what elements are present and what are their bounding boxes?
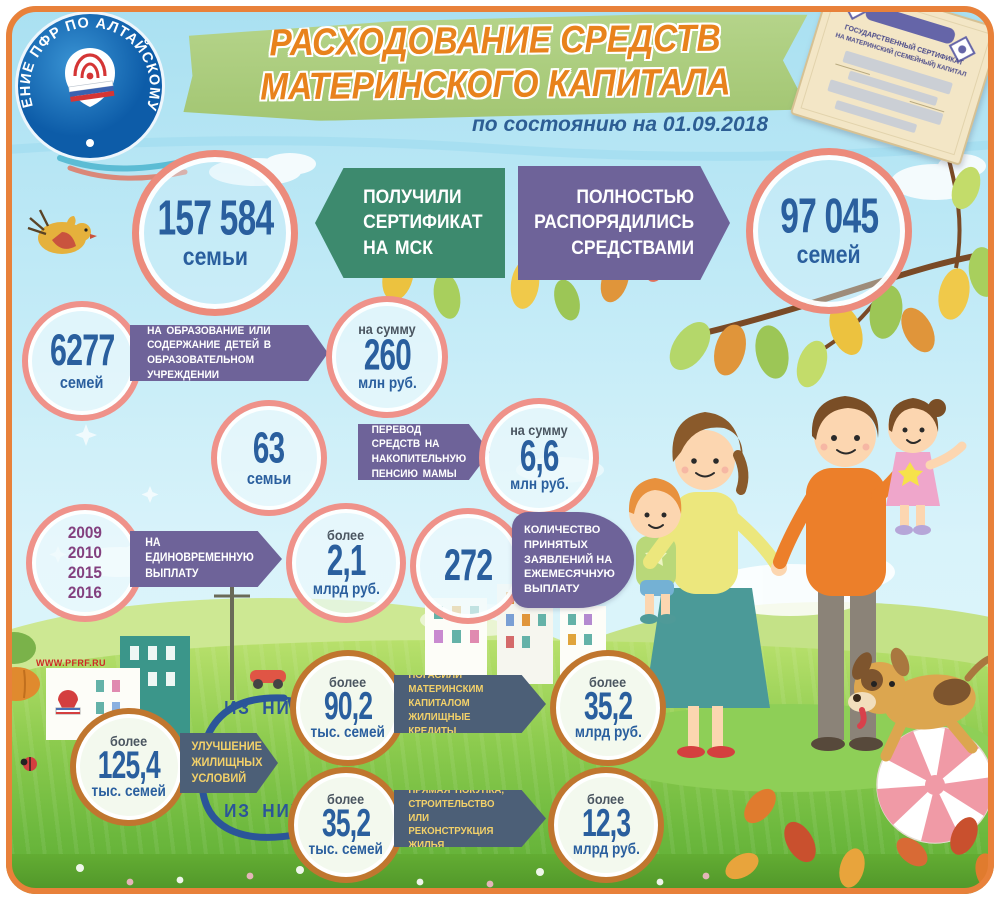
credits-label-arrow: ПОГАСИЛИ МАТЕРИНСКИМ КАПИТАЛОМ ЖИЛИЩНЫЕ …	[394, 675, 546, 733]
website-link[interactable]: WWW.PFRF.RU	[36, 658, 106, 668]
pfr-emblem-icon	[65, 48, 115, 107]
pension-label-arrow: ПЕРЕВОД СРЕДСТВ НА НАКОПИТЕЛЬНУЮ ПЕНСИЮ …	[358, 424, 490, 480]
purchase-sum-circle: более 12,3 млрд руб.	[548, 767, 664, 883]
housing-label-arrow: УЛУЧШЕНИЕ ЖИЛИЩНЫХ УСЛОВИЙ	[180, 733, 278, 793]
date-note: по состоянию на 01.09.2018	[471, 113, 769, 136]
education-sum-circle: на сумму 260 млн руб.	[326, 296, 448, 418]
housing-total-circle: более 125,4 тыс. семей	[70, 708, 188, 826]
page-title-line2: МАТЕРИНСКОГО КАПИТАЛА	[260, 61, 732, 109]
issued-unit: семьи	[182, 242, 248, 271]
disposed-unit: семей	[797, 240, 861, 269]
education-families-circle: 6277 семей	[22, 301, 142, 421]
disposed-value: 97 045	[780, 187, 879, 243]
credits-families-circle: более 90,2 тыс. семей	[290, 650, 406, 766]
purchase-label-arrow: ПРЯМАЯ ПОКУПКА, СТРОИТЕЛЬСТВО ИЛИ РЕКОНС…	[394, 790, 546, 847]
issued-families-circle: 157 584 семьи	[132, 150, 298, 316]
issued-label-banner: ПОЛУЧИЛИ СЕРТИФИКАТ НА МСК	[315, 168, 505, 278]
of-them-bottom-label: ИЗ НИХ	[224, 801, 305, 821]
lump-sum-years-circle: 2009 2010 2015 2016	[26, 504, 144, 622]
purchase-families-circle: более 35,2 тыс. семей	[288, 767, 404, 883]
issued-value: 157 584	[157, 189, 274, 245]
pension-families-circle: 63 семьи	[211, 400, 327, 516]
lump-sum-amount-circle: более 2,1 млрд руб.	[286, 503, 406, 623]
education-label-arrow: НА ОБРАЗОВАНИЕ ИЛИ СОДЕРЖАНИЕ ДЕТЕЙ В ОБ…	[130, 325, 328, 381]
of-them-top-label: ИЗ НИХ	[224, 698, 305, 718]
monthly-apps-label-banner: КОЛИЧЕСТВО ПРИНЯТЫХ ЗАЯВЛЕНИЙ НА ЕЖЕМЕСЯ…	[512, 512, 634, 608]
monthly-apps-circle: 272	[410, 508, 526, 624]
grass-flower-band	[6, 854, 994, 894]
disposed-label-banner: ПОЛНОСТЬЮ РАСПОРЯДИЛИСЬ СРЕДСТВАМИ	[518, 166, 730, 280]
lump-sum-label-arrow: НА ЕДИНОВРЕМЕННУЮ ВЫПЛАТУ	[130, 531, 282, 587]
pension-sum-circle: на сумму 6,6 млн руб.	[479, 398, 599, 518]
disposed-families-circle: 97 045 семей	[746, 148, 912, 314]
poster-content: РАСХОДОВАНИЕ СРЕДСТВ МАТЕРИНСКОГО КАПИТА…	[6, 6, 994, 894]
credits-sum-circle: более 35,2 млрд руб.	[550, 650, 666, 766]
pfr-logo: ОТДЕЛЕНИЕ ПФР ПО АЛТАЙСКОМУ КРАЮ	[6, 6, 168, 169]
certificate-illustration: ГОСУДАРСТВЕННЫЙ СЕРТИФИКАТ НА МАТЕРИНСКИ…	[789, 6, 994, 167]
